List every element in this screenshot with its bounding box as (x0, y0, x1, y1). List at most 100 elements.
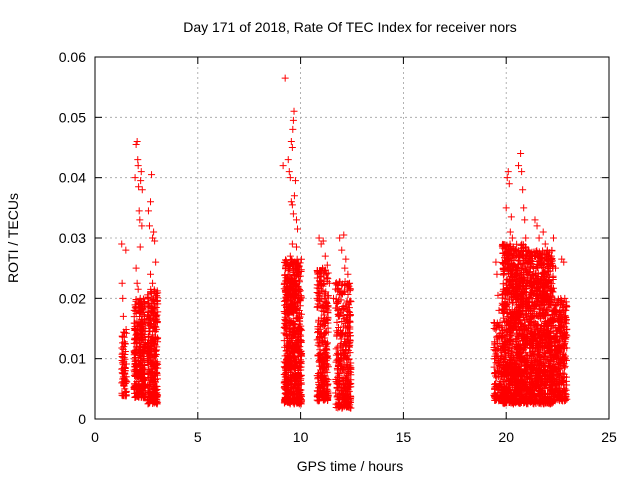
data-point (286, 274, 294, 282)
data-point (152, 396, 160, 404)
data-point (287, 356, 295, 364)
chart-title: Day 171 of 2018, Rate Of TEC Index for r… (183, 19, 517, 35)
data-point (281, 316, 289, 324)
data-point (297, 379, 305, 387)
data-point (132, 264, 140, 272)
data-point (506, 228, 514, 236)
data-point (517, 150, 525, 158)
data-point (320, 311, 328, 319)
data-point (140, 371, 148, 379)
data-point (118, 352, 126, 360)
data-point (148, 295, 156, 303)
data-point (535, 234, 543, 242)
data-point (520, 204, 528, 212)
data-point (148, 171, 156, 179)
data-point (315, 234, 323, 242)
data-point (316, 356, 324, 364)
data-point (149, 357, 157, 365)
data-point (281, 323, 289, 331)
data-point (505, 180, 513, 188)
data-point (151, 311, 159, 319)
data-point (135, 207, 143, 215)
data-point (281, 395, 289, 403)
data-point (153, 400, 161, 408)
data-point (295, 358, 303, 366)
data-point (507, 213, 515, 221)
data-point (321, 351, 329, 359)
data-point (294, 384, 302, 392)
data-point (297, 326, 305, 334)
data-point (284, 266, 292, 274)
data-point (539, 228, 547, 236)
data-point (132, 310, 140, 318)
data-point (314, 375, 322, 383)
data-point (316, 302, 324, 310)
data-point (315, 290, 323, 298)
data-point (281, 271, 289, 279)
y-tick-label: 0.04 (59, 170, 86, 186)
data-point (291, 264, 299, 272)
data-point (493, 270, 501, 278)
data-point (152, 361, 160, 369)
data-point (145, 397, 153, 405)
data-point (342, 255, 350, 263)
data-point (119, 353, 127, 361)
data-point (135, 391, 143, 399)
data-point (133, 137, 141, 145)
data-point (118, 240, 126, 248)
x-tick-label: 0 (91, 429, 99, 445)
data-point (134, 156, 142, 164)
data-point (149, 297, 157, 305)
data-point (147, 270, 155, 278)
x-tick-label: 10 (293, 429, 309, 445)
data-point (317, 286, 325, 294)
data-point (131, 362, 139, 370)
data-point (146, 389, 154, 397)
data-point (136, 367, 144, 375)
data-point (120, 392, 128, 400)
data-point (297, 351, 305, 359)
data-point (151, 304, 159, 312)
data-point (284, 275, 292, 283)
data-point (316, 349, 324, 357)
data-point (137, 168, 145, 176)
data-point (138, 186, 146, 194)
data-point (314, 329, 322, 337)
data-point (140, 308, 148, 316)
data-point (333, 318, 341, 326)
data-point (292, 216, 300, 224)
data-point (340, 231, 348, 239)
data-point (135, 345, 143, 353)
data-point (343, 361, 351, 369)
data-point (288, 201, 296, 209)
data-point (290, 398, 298, 406)
data-point (131, 353, 139, 361)
data-point (323, 316, 331, 324)
data-point (287, 137, 295, 145)
data-point (324, 308, 332, 316)
data-point (297, 400, 305, 408)
data-point (297, 255, 305, 263)
data-point (297, 363, 305, 371)
data-point (284, 339, 292, 347)
data-point (315, 333, 323, 341)
data-point (150, 323, 158, 331)
data-point (149, 279, 157, 287)
data-point (281, 385, 289, 393)
data-point (288, 301, 296, 309)
data-point (344, 270, 352, 278)
data-point (154, 300, 162, 308)
data-point (150, 228, 158, 236)
data-point (292, 377, 300, 385)
data-point (317, 387, 325, 395)
data-point (317, 350, 325, 358)
data-point (346, 349, 354, 357)
y-tick-label: 0.01 (59, 351, 86, 367)
data-point (288, 144, 296, 151)
data-point (295, 330, 303, 338)
data-point (145, 222, 153, 230)
data-point (137, 177, 145, 185)
data-point (152, 316, 160, 324)
data-point (152, 347, 160, 355)
